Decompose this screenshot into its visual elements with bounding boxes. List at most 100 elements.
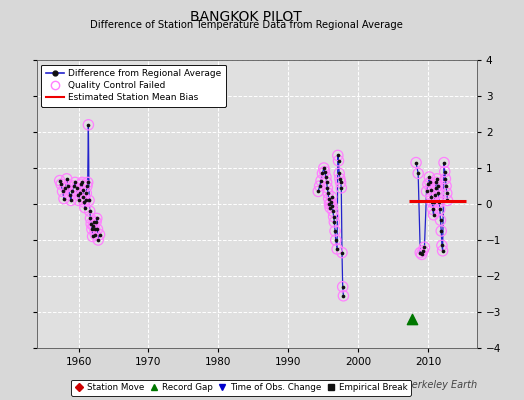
Point <box>84 122 93 128</box>
Point <box>71 179 79 186</box>
Point <box>83 179 92 186</box>
Point <box>62 176 71 182</box>
Point <box>441 176 450 182</box>
Point <box>339 284 347 290</box>
Point <box>338 250 346 256</box>
Point <box>325 201 334 207</box>
Point <box>315 183 324 189</box>
Point <box>58 188 67 195</box>
Point <box>85 208 94 214</box>
Point <box>81 197 90 204</box>
Point <box>86 215 95 222</box>
Point <box>91 231 100 238</box>
Point <box>425 174 433 180</box>
Point <box>92 219 100 225</box>
Point <box>436 217 445 223</box>
Point <box>331 228 339 234</box>
Point <box>338 250 346 256</box>
Point <box>422 188 431 195</box>
Point <box>95 231 104 238</box>
Point <box>317 178 325 184</box>
Point <box>427 194 435 200</box>
Point <box>322 179 331 186</box>
Point <box>83 183 91 189</box>
Point <box>90 219 98 225</box>
Point <box>328 194 336 200</box>
Point <box>334 152 342 158</box>
Point <box>83 183 91 189</box>
Point <box>443 197 452 204</box>
Point <box>77 181 85 187</box>
Point <box>429 206 437 213</box>
Point <box>330 219 339 225</box>
Point <box>416 250 424 256</box>
Point <box>433 176 441 182</box>
Point <box>58 188 67 195</box>
Point <box>323 185 332 191</box>
Point <box>82 190 91 196</box>
Point <box>435 206 444 213</box>
Point <box>432 179 441 186</box>
Point <box>93 226 102 232</box>
Point <box>437 228 445 234</box>
Point <box>93 215 101 222</box>
Point <box>337 185 345 191</box>
Text: Berkeley Earth: Berkeley Earth <box>405 380 477 390</box>
Point <box>91 226 99 232</box>
Point <box>430 199 439 206</box>
Point <box>80 199 89 206</box>
Point <box>318 170 326 177</box>
Point <box>419 248 427 254</box>
Point <box>70 183 78 189</box>
Point <box>428 199 436 206</box>
Point <box>74 197 83 204</box>
Point <box>441 168 449 175</box>
Point <box>333 246 341 252</box>
Point <box>67 197 75 204</box>
Point <box>443 197 452 204</box>
Point <box>431 192 439 198</box>
Point <box>93 215 101 222</box>
Point <box>418 251 426 258</box>
Point <box>62 176 71 182</box>
Point <box>435 206 444 213</box>
Point <box>330 219 339 225</box>
Point <box>337 185 345 191</box>
Point <box>429 206 437 213</box>
Point <box>60 195 68 202</box>
Point <box>320 168 329 175</box>
Point <box>56 178 64 184</box>
Point <box>336 176 344 182</box>
Point <box>57 181 66 187</box>
Point <box>79 186 87 193</box>
Point <box>85 197 93 204</box>
Point <box>86 215 95 222</box>
Point <box>431 192 439 198</box>
Point <box>432 179 441 186</box>
Point <box>425 174 433 180</box>
Point <box>90 219 98 225</box>
Point <box>334 152 342 158</box>
Point <box>68 188 77 195</box>
Point <box>79 194 88 200</box>
Point <box>320 165 328 171</box>
Point <box>89 233 97 240</box>
Point <box>330 214 338 220</box>
Point <box>443 190 451 196</box>
Point <box>92 219 100 225</box>
Point <box>71 179 79 186</box>
Point <box>428 199 436 206</box>
Point <box>420 244 429 250</box>
Point <box>88 226 96 232</box>
Point <box>439 248 447 254</box>
Point <box>427 194 435 200</box>
Point <box>328 202 336 209</box>
Point <box>429 212 438 218</box>
Legend: Station Move, Record Gap, Time of Obs. Change, Empirical Break: Station Move, Record Gap, Time of Obs. C… <box>71 380 411 396</box>
Point <box>318 170 326 177</box>
Point <box>80 199 89 206</box>
Point <box>426 179 434 186</box>
Point <box>72 185 81 191</box>
Point <box>414 170 422 177</box>
Point <box>436 217 445 223</box>
